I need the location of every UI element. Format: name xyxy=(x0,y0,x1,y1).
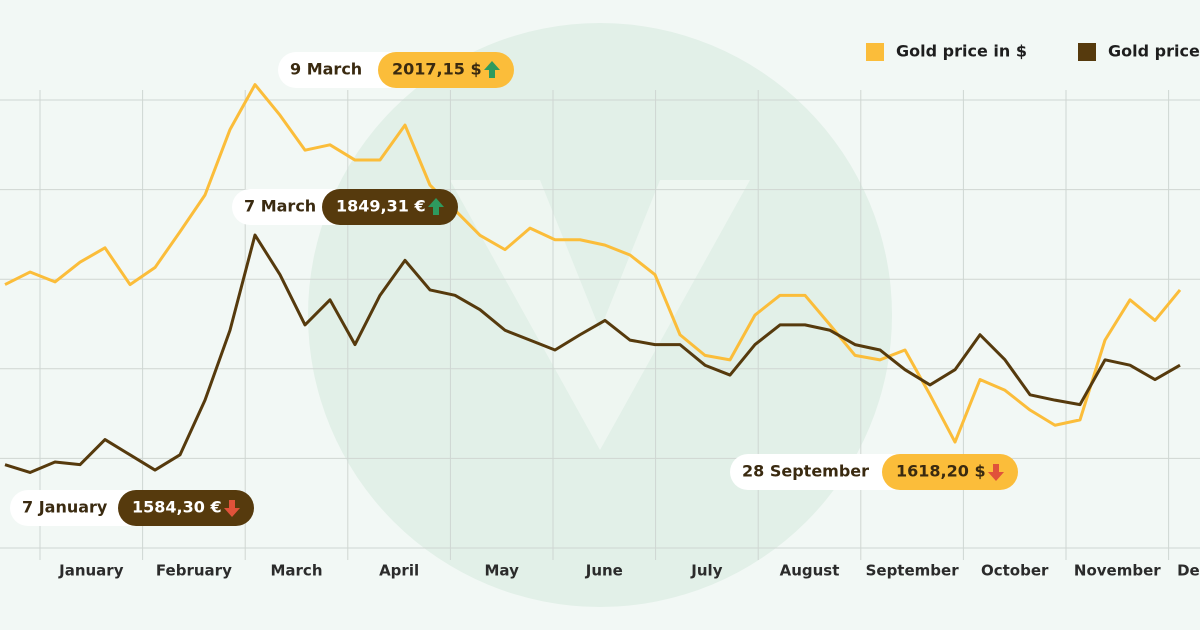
labels: January February March April May June July Augu… xyxy=(10,42,1200,580)
trend-arrow xyxy=(484,61,500,78)
trend-arrow xyxy=(988,464,1004,481)
logo-mark xyxy=(450,180,750,450)
legend-label: Gold price in € xyxy=(1108,42,1200,61)
annotation-date: 9 March xyxy=(290,60,362,79)
x-tick-label: July xyxy=(690,562,722,580)
lines xyxy=(4,83,1182,474)
legend-label: Gold price in $ xyxy=(896,42,1027,61)
x-tick-label: January xyxy=(58,562,124,580)
annotation-date-pill xyxy=(232,189,352,225)
annotation-value: 1849,31 € xyxy=(336,197,426,216)
annotation-date: 7 January xyxy=(22,498,108,517)
annotation-value-pill xyxy=(322,189,458,225)
logo-circle xyxy=(308,23,892,607)
x-tick-label: December xyxy=(1177,562,1200,580)
trend-arrow xyxy=(224,500,240,517)
annotation-value: 1584,30 € xyxy=(132,498,222,517)
annotation-value: 2017,15 $ xyxy=(392,60,482,79)
series-line xyxy=(4,83,1182,444)
x-tick-label: May xyxy=(485,562,520,580)
trend-arrow xyxy=(428,198,444,215)
annotation-date-pill xyxy=(730,454,912,490)
legend-swatch xyxy=(866,43,884,61)
annotation-date: 7 March xyxy=(244,197,316,216)
series-line xyxy=(4,233,1181,474)
x-tick-label: June xyxy=(585,562,623,580)
annotation-date-pill xyxy=(278,52,408,88)
x-tick-label: February xyxy=(156,562,232,580)
x-tick-label: March xyxy=(270,562,322,580)
legend-swatch xyxy=(1078,43,1096,61)
x-tick-label: November xyxy=(1074,562,1161,580)
annotation-date-pill xyxy=(10,490,148,526)
annotation-value-pill xyxy=(882,454,1018,490)
annotation-value: 1618,20 $ xyxy=(896,462,986,481)
annotation-value-pill xyxy=(378,52,514,88)
annotation-value-pill xyxy=(118,490,254,526)
x-tick-label: October xyxy=(981,562,1049,580)
x-tick-label: August xyxy=(780,562,840,580)
x-tick-label: April xyxy=(379,562,419,580)
annotation-date: 28 September xyxy=(742,462,869,481)
x-tick-label: September xyxy=(866,562,960,580)
